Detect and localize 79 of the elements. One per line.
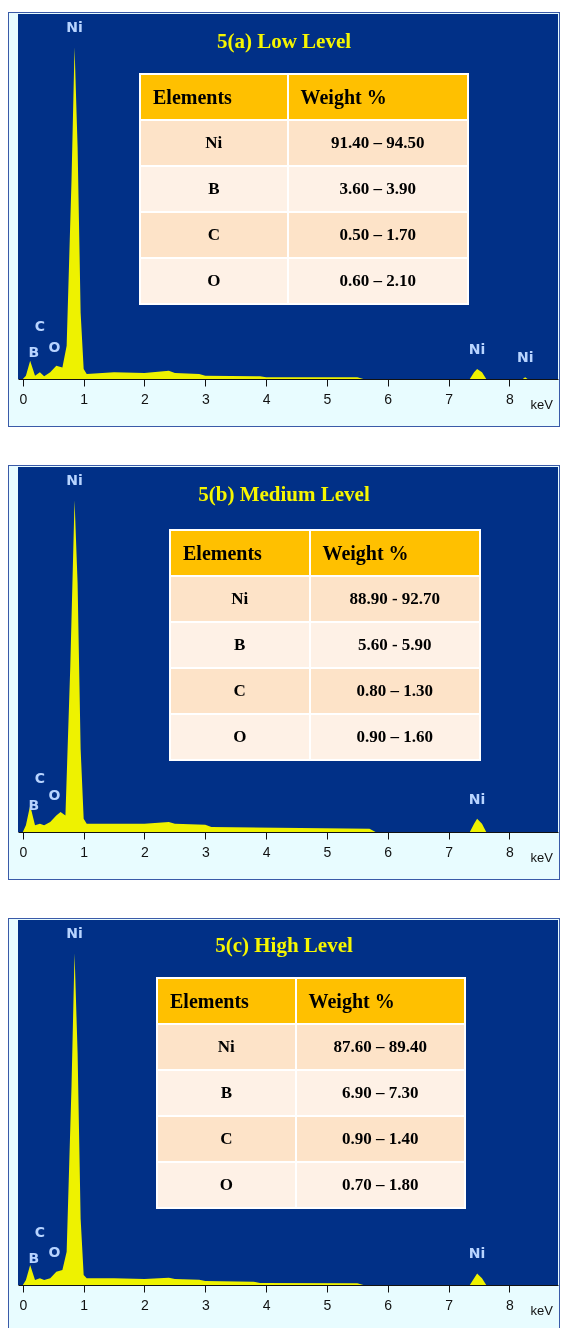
annotation: C bbox=[34, 1224, 46, 1241]
chart-title: 5(b) Medium Level bbox=[198, 482, 370, 506]
x-tick-label: 5 bbox=[323, 843, 332, 860]
x-tick-label: 1 bbox=[80, 390, 89, 407]
x-tick-label: 8 bbox=[505, 843, 514, 860]
annotation: B bbox=[170, 622, 310, 668]
annotation: B bbox=[28, 344, 40, 361]
annotation: C bbox=[157, 1116, 296, 1162]
annotation: 0.90 – 1.40 bbox=[295, 1116, 465, 1162]
x-tick-label: 1 bbox=[80, 1296, 89, 1313]
x-tick-label: 5 bbox=[323, 390, 332, 407]
annotation: B bbox=[28, 1250, 40, 1267]
annotation: Ni bbox=[468, 341, 486, 358]
x-tick-label: 4 bbox=[262, 843, 271, 860]
annotation: 5.60 - 5.90 bbox=[309, 622, 480, 668]
x-tick-label: 0 bbox=[19, 843, 28, 860]
x-axis-title: keV bbox=[530, 849, 554, 865]
x-tick-label: 8 bbox=[505, 1296, 514, 1313]
chart-title: 5(c) High Level bbox=[215, 933, 353, 957]
annotation: Ni bbox=[170, 576, 310, 622]
x-tick-label: 8 bbox=[505, 390, 514, 407]
annotation: C bbox=[34, 769, 46, 786]
annotation: O bbox=[48, 339, 61, 356]
annotation: 0.60 – 2.10 bbox=[287, 258, 468, 304]
x-tick-label: 7 bbox=[445, 843, 454, 860]
annotation: C bbox=[34, 318, 46, 335]
annotation: Ni bbox=[157, 1024, 296, 1070]
annotation: B bbox=[140, 166, 288, 212]
annotation: O bbox=[157, 1162, 296, 1208]
annotation: O bbox=[170, 714, 310, 760]
x-tick-label: 1 bbox=[80, 843, 89, 860]
x-tick-label: 4 bbox=[262, 390, 271, 407]
annotation: 0.80 – 1.30 bbox=[309, 668, 480, 714]
annotation: 0.70 – 1.80 bbox=[295, 1162, 465, 1208]
annotation: B bbox=[157, 1070, 296, 1116]
chart-title: 5(a) Low Level bbox=[216, 29, 352, 53]
x-tick-label: 7 bbox=[445, 390, 454, 407]
annotation: Ni bbox=[66, 925, 83, 942]
annotation: Elements bbox=[140, 74, 288, 120]
annotation: B bbox=[28, 797, 40, 814]
x-tick-label: 5 bbox=[323, 1296, 332, 1313]
x-axis-title: keV bbox=[530, 1302, 554, 1318]
x-axis-title: keV bbox=[530, 396, 554, 412]
annotation: Ni bbox=[468, 790, 486, 807]
annotation: C bbox=[170, 668, 310, 714]
annotation: Ni bbox=[66, 472, 83, 489]
annotation: 6.90 – 7.30 bbox=[295, 1070, 465, 1116]
x-tick-label: 7 bbox=[445, 1296, 454, 1313]
annotation: Ni bbox=[140, 120, 288, 166]
x-tick-label: 3 bbox=[201, 1296, 210, 1313]
x-tick-label: 2 bbox=[141, 843, 150, 860]
annotation: O bbox=[140, 258, 288, 304]
annotation: 91.40 – 94.50 bbox=[287, 120, 468, 166]
annotation: O bbox=[48, 787, 61, 804]
annotation: 0.50 – 1.70 bbox=[287, 212, 468, 258]
annotation: O bbox=[48, 1243, 61, 1260]
annotation: Weight % bbox=[295, 978, 465, 1024]
x-tick-label: 3 bbox=[201, 390, 210, 407]
annotation: Weight % bbox=[287, 74, 468, 120]
annotation: 87.60 – 89.40 bbox=[295, 1024, 465, 1070]
x-tick-label: 3 bbox=[201, 843, 210, 860]
x-tick-label: 6 bbox=[384, 390, 393, 407]
x-tick-label: 6 bbox=[384, 1296, 393, 1313]
annotation: 0.90 – 1.60 bbox=[309, 714, 480, 760]
x-tick-label: 2 bbox=[141, 390, 150, 407]
x-tick-label: 2 bbox=[141, 1296, 150, 1313]
x-tick-label: 6 bbox=[384, 843, 393, 860]
annotation: 88.90 - 92.70 bbox=[309, 576, 480, 622]
annotation: 3.60 – 3.90 bbox=[287, 166, 468, 212]
annotation: Ni bbox=[66, 19, 83, 36]
x-tick-label: 4 bbox=[262, 1296, 271, 1313]
x-tick-label: 0 bbox=[19, 390, 28, 407]
x-tick-label: 0 bbox=[19, 1296, 28, 1313]
annotation: Elements bbox=[170, 530, 310, 576]
annotation: Elements bbox=[157, 978, 296, 1024]
annotation: Ni bbox=[516, 349, 534, 366]
annotation: Weight % bbox=[309, 530, 480, 576]
annotation: Ni bbox=[468, 1245, 486, 1262]
annotation: C bbox=[140, 212, 288, 258]
